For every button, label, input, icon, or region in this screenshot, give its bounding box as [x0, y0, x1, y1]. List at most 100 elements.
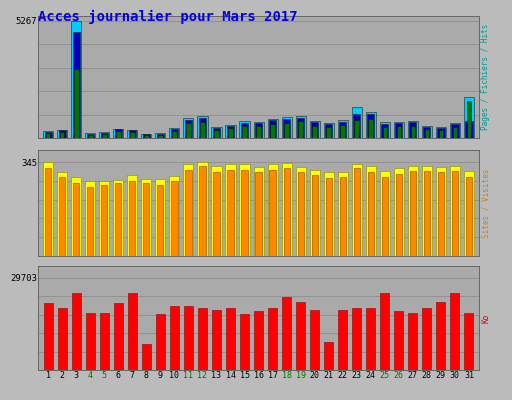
Bar: [284, 123, 289, 138]
Y-axis label: Ko: Ko: [481, 313, 490, 323]
Bar: [155, 179, 165, 256]
Bar: [453, 127, 457, 138]
Bar: [352, 107, 362, 138]
Bar: [198, 308, 207, 370]
Bar: [254, 311, 263, 370]
Bar: [253, 122, 264, 138]
Bar: [158, 134, 163, 138]
Bar: [382, 127, 387, 138]
Bar: [352, 164, 362, 256]
Bar: [185, 170, 191, 256]
Bar: [439, 130, 443, 138]
Bar: [450, 166, 460, 256]
Bar: [436, 167, 446, 256]
Bar: [396, 174, 402, 256]
Bar: [409, 122, 416, 138]
Bar: [211, 127, 222, 138]
Bar: [156, 314, 165, 370]
Bar: [88, 134, 93, 138]
Bar: [424, 129, 429, 138]
Y-axis label: Pages / Fichiers / Hits: Pages / Fichiers / Hits: [481, 24, 490, 130]
Bar: [225, 125, 236, 138]
Bar: [436, 302, 445, 370]
Bar: [113, 180, 123, 256]
Bar: [184, 306, 193, 370]
Bar: [127, 175, 137, 256]
Bar: [85, 181, 95, 256]
Bar: [213, 128, 220, 138]
Bar: [169, 128, 180, 138]
Bar: [198, 116, 207, 138]
Bar: [311, 122, 318, 138]
Bar: [71, 177, 81, 256]
Bar: [424, 171, 430, 256]
Bar: [43, 162, 53, 256]
Bar: [408, 313, 417, 370]
Text: Acces journalier pour Mars 2017: Acces journalier pour Mars 2017: [38, 10, 298, 24]
Bar: [170, 306, 179, 370]
Bar: [87, 187, 93, 256]
Bar: [411, 126, 415, 138]
Bar: [57, 172, 67, 256]
Bar: [116, 131, 120, 138]
Bar: [451, 292, 459, 370]
Bar: [45, 168, 51, 256]
Bar: [352, 308, 361, 370]
Bar: [295, 167, 306, 256]
Bar: [381, 177, 388, 256]
Bar: [324, 123, 334, 138]
Bar: [312, 126, 317, 138]
Bar: [59, 177, 66, 256]
Bar: [297, 118, 304, 138]
Bar: [101, 185, 108, 256]
Bar: [269, 170, 275, 256]
Bar: [142, 344, 151, 370]
Bar: [452, 171, 458, 256]
Bar: [381, 124, 389, 138]
Bar: [199, 118, 206, 138]
Bar: [380, 122, 390, 138]
Bar: [423, 127, 431, 138]
Bar: [58, 130, 66, 138]
Bar: [324, 342, 333, 370]
Bar: [337, 172, 348, 256]
Bar: [102, 134, 106, 138]
Bar: [72, 292, 81, 370]
Bar: [394, 168, 404, 256]
Bar: [312, 175, 318, 256]
Bar: [240, 164, 249, 256]
Bar: [214, 172, 220, 256]
Bar: [198, 162, 207, 256]
Bar: [100, 313, 109, 370]
Bar: [340, 125, 345, 138]
Bar: [129, 130, 136, 138]
Bar: [141, 134, 152, 138]
Bar: [228, 128, 233, 138]
Bar: [241, 122, 248, 138]
Bar: [240, 314, 249, 370]
Bar: [464, 313, 474, 370]
Bar: [354, 168, 360, 256]
Bar: [114, 303, 123, 370]
Bar: [268, 119, 278, 138]
Bar: [310, 170, 319, 256]
Bar: [169, 176, 180, 256]
Bar: [422, 166, 432, 256]
Bar: [128, 292, 137, 370]
Bar: [394, 311, 403, 370]
Bar: [99, 181, 110, 256]
Bar: [242, 170, 248, 256]
Bar: [380, 292, 389, 370]
Bar: [283, 119, 290, 138]
Bar: [268, 164, 278, 256]
Bar: [324, 172, 334, 256]
Bar: [325, 124, 332, 138]
Bar: [310, 310, 319, 370]
Bar: [450, 123, 460, 138]
Bar: [408, 166, 418, 256]
Bar: [295, 116, 306, 138]
Bar: [282, 297, 291, 370]
Bar: [115, 130, 122, 138]
Bar: [242, 126, 247, 138]
Bar: [211, 166, 222, 256]
